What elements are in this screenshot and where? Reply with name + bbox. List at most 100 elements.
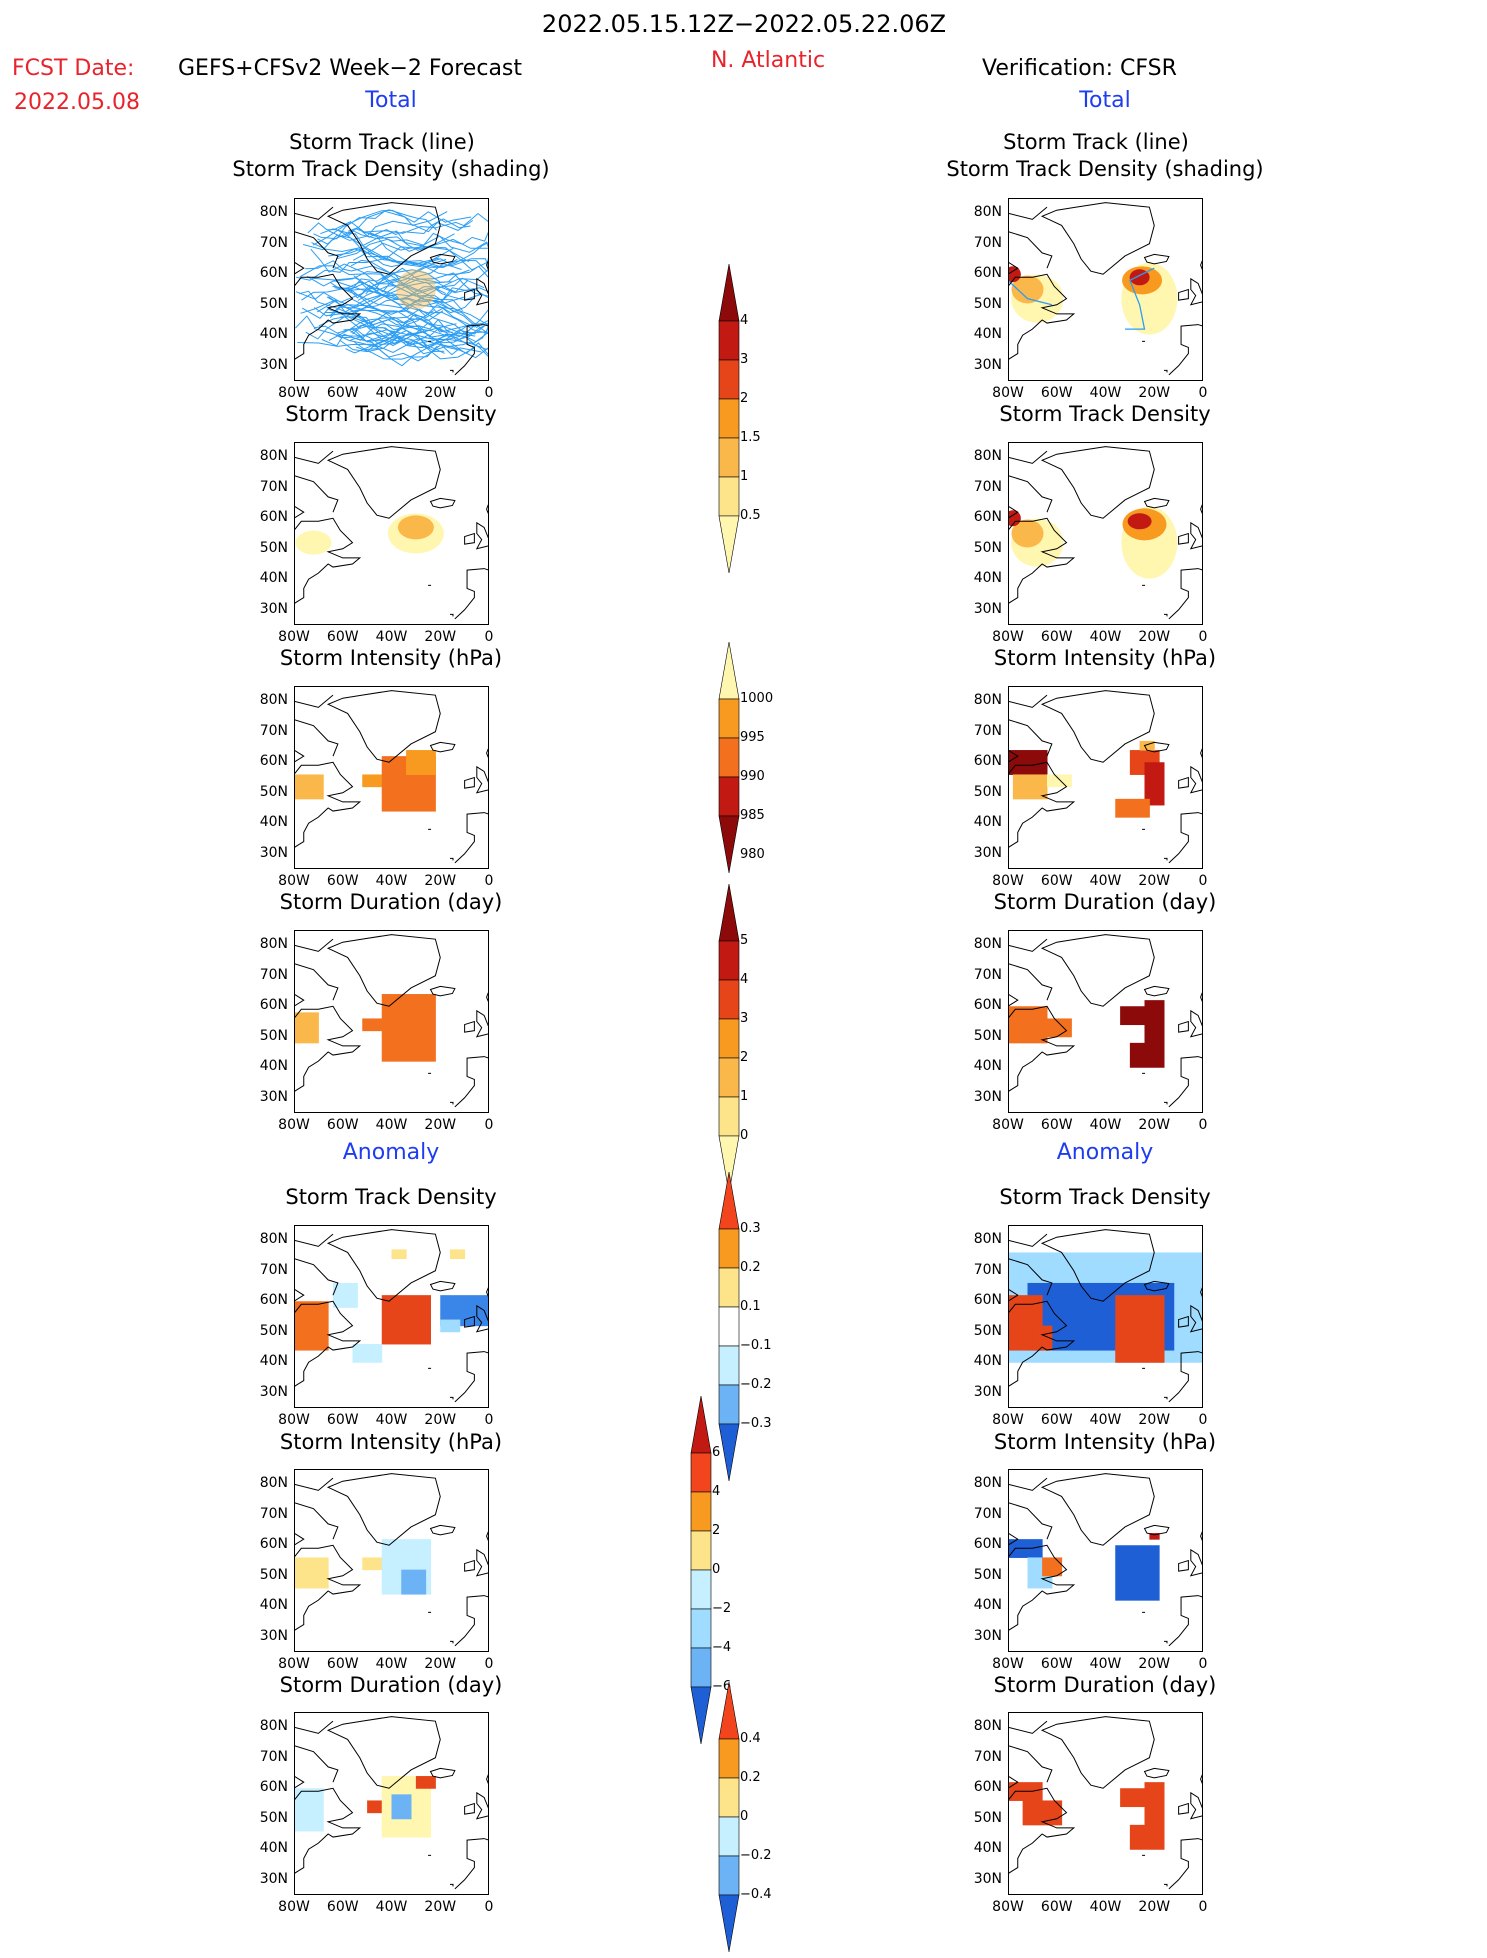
map-frame xyxy=(294,1469,489,1652)
density-shade xyxy=(295,530,332,555)
colorbar-swatch xyxy=(718,940,740,981)
anomaly-cell xyxy=(1115,1295,1165,1363)
intensity-cell xyxy=(294,774,324,800)
lat-tick-label: 30N xyxy=(259,356,288,373)
anomaly-cell xyxy=(450,1249,466,1260)
colorbar-duration-anom: 0.4 0.2 0 −0.2 −0.4 xyxy=(718,1680,772,1958)
map-frame xyxy=(294,686,489,869)
map-frame xyxy=(294,930,489,1113)
colorbar-tick-label: 0.4 xyxy=(740,1731,761,1746)
colorbar-tick-label: 4 xyxy=(712,1484,721,1499)
colorbar-graphic xyxy=(718,1171,740,1482)
lat-tick-label: 70N xyxy=(259,478,288,495)
colorbar-tick-label: 1000 xyxy=(740,691,774,706)
lat-tick-label: 70N xyxy=(973,234,1002,251)
lat-tick-label: 60N xyxy=(973,265,1002,282)
colorbar-tick-label: 4 xyxy=(740,972,749,987)
colorbar-swatch xyxy=(718,1171,740,1230)
map-track-forecast: 80N 70N 60N 50N 40N 30N 80W 60W 40W 20W 0 xyxy=(260,198,493,401)
lon-tick-label: 0 xyxy=(484,1412,494,1428)
colorbar-tick-label: 1.5 xyxy=(740,430,761,445)
map-canvas xyxy=(1008,686,1203,869)
coastline xyxy=(294,690,489,864)
lon-tick-label: 60W xyxy=(1040,1656,1073,1672)
lat-tick-label: 50N xyxy=(973,1027,1002,1044)
map-canvas xyxy=(294,1469,489,1652)
period-title: 2022.05.15.12Z−2022.05.22.06Z xyxy=(541,10,947,38)
map-canvas xyxy=(294,442,489,625)
map-canvas xyxy=(1008,1712,1203,1895)
anomaly-cell xyxy=(391,1794,412,1820)
lat-tick-label: 40N xyxy=(259,326,288,343)
map-canvas xyxy=(294,930,489,1113)
lon-tick-label: 80W xyxy=(992,385,1024,401)
lat-tick-label: 30N xyxy=(259,1627,288,1644)
lon-tick-label: 80W xyxy=(278,1899,310,1915)
storm-track-lines xyxy=(294,209,489,367)
lon-tick-label: 80W xyxy=(278,385,310,401)
lat-tick-label: 50N xyxy=(259,1566,288,1583)
map-frame xyxy=(1008,1469,1203,1652)
fcst-date: 2022.05.08 xyxy=(14,90,140,115)
coastline xyxy=(294,1716,489,1890)
lon-tick-label: 0 xyxy=(1198,1412,1208,1428)
map-canvas xyxy=(294,686,489,869)
colorbar-density-anom: 0.3 0.2 0.1 −0.1 −0.2 −0.3 xyxy=(718,1170,772,1487)
lat-tick-label: 60N xyxy=(973,753,1002,770)
title-intensity-right: Storm Intensity (hPa) xyxy=(993,646,1217,670)
anomaly-cell xyxy=(352,1343,383,1363)
colorbar-swatch xyxy=(718,1816,740,1857)
colorbar-swatch xyxy=(690,1452,712,1493)
lat-tick-label: 80N xyxy=(259,204,288,221)
lat-tick-label: 80N xyxy=(259,448,288,465)
title-density-left: Storm Track Density xyxy=(285,402,497,426)
lon-tick-label: 0 xyxy=(484,385,494,401)
anomaly-cell xyxy=(440,1319,461,1333)
lat-tick-label: 70N xyxy=(259,1505,288,1522)
colorbar-swatch xyxy=(690,1530,712,1571)
colorbar-swatch xyxy=(718,263,740,322)
lat-tick-label: 60N xyxy=(259,1536,288,1553)
anomaly-cell xyxy=(294,1301,329,1351)
lat-tick-label: 30N xyxy=(259,1383,288,1400)
lon-tick-label: 60W xyxy=(1040,1412,1073,1428)
lon-tick-label: 80W xyxy=(278,629,310,645)
lon-tick-label: 40W xyxy=(375,385,408,401)
map-frame xyxy=(294,198,489,381)
density-shade xyxy=(1127,513,1152,530)
title-density-right: Storm Track Density xyxy=(999,402,1211,426)
lon-tick-label: 20W xyxy=(424,1117,457,1133)
map-canvas xyxy=(1008,198,1203,381)
lon-tick-label: 0 xyxy=(1198,385,1208,401)
colorbar-tick-label: 0.2 xyxy=(740,1260,761,1275)
colorbar-tick-label: 1 xyxy=(740,469,749,484)
colorbar-tick-label: 995 xyxy=(740,730,765,745)
lon-tick-label: 40W xyxy=(375,1412,408,1428)
lon-tick-label: 0 xyxy=(1198,1899,1208,1915)
lat-tick-label: 80N xyxy=(973,936,1002,953)
map-canvas xyxy=(1008,1225,1203,1408)
colorbar-swatch xyxy=(718,737,740,778)
title-intensity-anom-right: Storm Intensity (hPa) xyxy=(993,1430,1217,1454)
map-density-anom-verification: 80N 70N 60N 50N 40N 30N 80W 60W 40W 20W 0 xyxy=(974,1225,1207,1428)
density-shade xyxy=(1008,510,1021,527)
colorbar-tick-label: 0.5 xyxy=(740,508,761,523)
map-frame xyxy=(1008,442,1203,625)
colorbar-swatch xyxy=(718,1228,740,1269)
colorbar-tick-label: −6 xyxy=(712,1679,732,1694)
lon-tick-label: 60W xyxy=(326,1899,359,1915)
duration-cell xyxy=(1042,1018,1072,1038)
colorbar-swatch xyxy=(718,320,740,361)
lat-tick-label: 80N xyxy=(973,448,1002,465)
coastline xyxy=(294,934,489,1108)
colorbar-tick-label: 0.3 xyxy=(740,1221,761,1236)
map-duration-verification: 80N 70N 60N 50N 40N 30N 80W 60W 40W 20W 0 xyxy=(974,930,1207,1133)
density-shade xyxy=(1008,266,1021,283)
lat-tick-label: 50N xyxy=(973,1322,1002,1339)
lat-tick-label: 70N xyxy=(259,1748,288,1765)
lat-tick-label: 30N xyxy=(973,356,1002,373)
lon-tick-label: 0 xyxy=(484,1117,494,1133)
lon-tick-label: 80W xyxy=(992,1656,1024,1672)
lat-tick-label: 60N xyxy=(259,753,288,770)
anomaly-cell xyxy=(294,1788,324,1832)
